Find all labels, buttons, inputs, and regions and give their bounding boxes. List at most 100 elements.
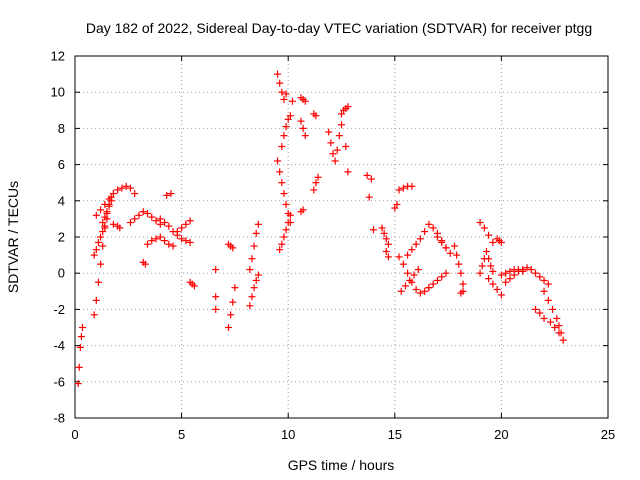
data-point <box>97 233 105 241</box>
data-point <box>139 208 147 216</box>
data-point <box>297 117 305 125</box>
data-point <box>382 235 390 243</box>
data-point <box>546 318 554 326</box>
data-point <box>459 280 467 288</box>
data-point <box>114 186 122 194</box>
data-point <box>401 282 409 290</box>
data-point <box>406 276 414 284</box>
data-point <box>365 193 373 201</box>
data-point <box>165 240 173 248</box>
tick-layer: 0 5 10 15 20 25 -8 -6 -4 -2 0 2 4 6 8 10 12 <box>51 49 616 443</box>
data-point <box>280 95 288 103</box>
x-tick-label: 0 <box>71 427 78 442</box>
data-point <box>399 260 407 268</box>
data-point <box>497 238 505 246</box>
y-tick-label: 0 <box>58 266 65 281</box>
data-point <box>489 267 497 275</box>
data-point <box>107 197 115 205</box>
data-point <box>425 284 433 292</box>
y-tick-label: 10 <box>51 85 65 100</box>
data-point <box>344 103 352 111</box>
data-point <box>229 298 237 306</box>
data-point <box>167 190 175 198</box>
data-point <box>559 336 567 344</box>
data-point <box>116 224 124 232</box>
data-point <box>90 311 98 319</box>
data-point <box>416 235 424 243</box>
data-point <box>163 191 171 199</box>
data-point <box>510 271 518 279</box>
data-point <box>109 190 117 198</box>
data-point <box>489 238 497 246</box>
data-point <box>453 251 461 259</box>
data-point <box>331 157 339 165</box>
data-point <box>126 184 134 192</box>
data-point <box>506 267 514 275</box>
data-point <box>369 226 377 234</box>
data-point <box>299 124 307 132</box>
data-point <box>338 110 345 118</box>
data-point <box>489 280 497 288</box>
data-point <box>414 266 422 274</box>
data-point <box>280 190 288 198</box>
data-point <box>299 206 307 214</box>
data-point <box>551 324 559 331</box>
data-point <box>143 240 151 248</box>
data-point <box>487 262 495 270</box>
data-point <box>282 226 290 234</box>
x-tick-label: 25 <box>601 427 615 442</box>
data-point <box>482 247 490 255</box>
data-point <box>212 266 220 274</box>
data-point <box>384 253 392 261</box>
data-point <box>544 280 552 288</box>
data-point <box>156 233 164 241</box>
data-point <box>544 296 552 304</box>
data-point <box>190 282 198 290</box>
data-point <box>380 229 388 237</box>
data-point <box>527 266 535 274</box>
data-point <box>399 184 407 192</box>
data-point <box>99 242 107 250</box>
data-point <box>212 305 220 313</box>
data-point <box>327 139 335 147</box>
data-point <box>493 285 501 293</box>
data-point <box>408 182 416 190</box>
data-point <box>90 251 98 259</box>
data-point <box>94 278 102 286</box>
data-point <box>393 200 401 208</box>
data-point <box>250 242 258 250</box>
data-point <box>126 219 134 227</box>
data-points <box>74 70 567 388</box>
data-point <box>408 246 416 254</box>
data-point <box>227 311 235 319</box>
data-point <box>169 242 177 250</box>
data-point <box>438 238 446 246</box>
data-point <box>382 247 390 255</box>
data-point <box>182 237 190 245</box>
data-point <box>173 228 181 236</box>
data-point <box>284 115 292 123</box>
data-point <box>148 237 156 245</box>
data-point <box>476 219 484 227</box>
data-point <box>178 235 186 243</box>
data-point <box>94 238 102 246</box>
data-point <box>161 237 169 245</box>
data-point <box>514 267 522 275</box>
data-point <box>276 168 284 176</box>
data-point <box>416 289 424 297</box>
data-point <box>502 269 510 277</box>
data-point <box>344 168 352 176</box>
data-point <box>540 314 548 322</box>
data-point <box>109 220 117 228</box>
chart-title: Day 182 of 2022, Sidereal Day-to-day VTE… <box>86 20 592 36</box>
data-point <box>122 182 130 190</box>
data-point <box>246 266 254 274</box>
data-point <box>278 88 286 96</box>
data-point <box>178 224 186 232</box>
data-point <box>101 222 109 230</box>
y-tick-label: -4 <box>53 338 65 353</box>
data-point <box>301 132 309 140</box>
data-point <box>523 264 531 272</box>
data-point <box>395 253 403 261</box>
data-point <box>506 275 514 283</box>
